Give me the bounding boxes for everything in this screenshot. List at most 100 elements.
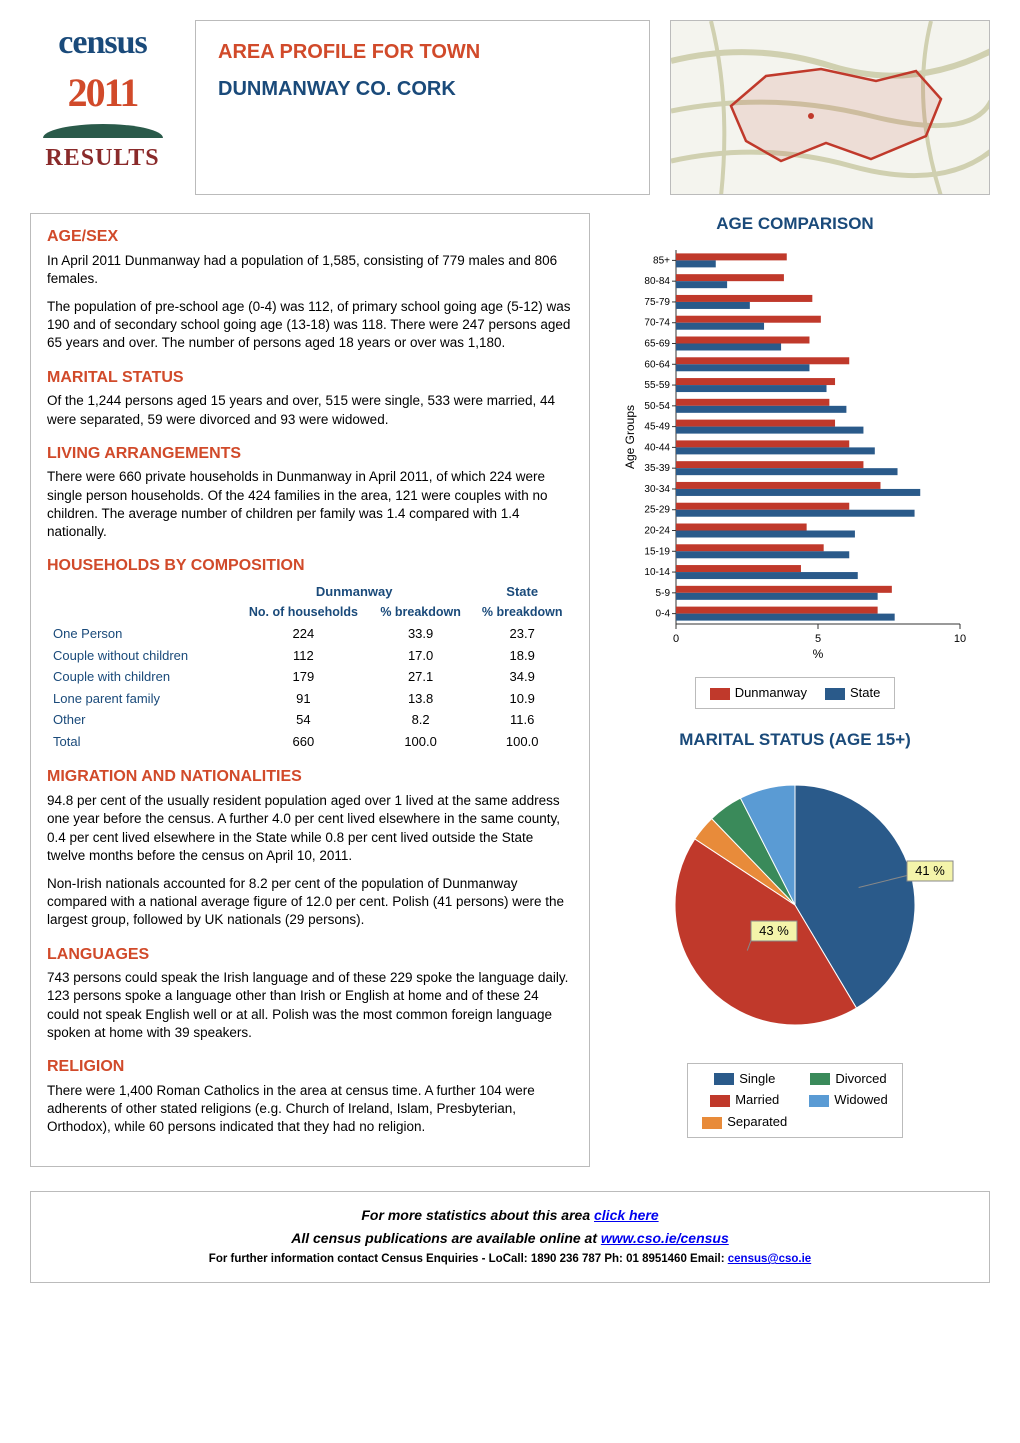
svg-text:85+: 85+ [653,255,670,266]
row-label: Lone parent family [47,688,237,710]
svg-text:0-4: 0-4 [656,609,671,620]
migration-p2: Non-Irish nationals accounted for 8.2 pe… [47,875,573,930]
marital-status-chart: MARITAL STATUS (AGE 15+) 41 % 43 % Single… [620,729,970,1138]
svg-text:20-24: 20-24 [644,525,670,536]
svg-text:65-69: 65-69 [644,338,670,349]
row-pb2: 100.0 [471,731,573,753]
svg-text:80-84: 80-84 [644,276,670,287]
section-heading-households: HOUSEHOLDS BY COMPOSITION [47,555,573,577]
svg-text:25-29: 25-29 [644,505,670,516]
table-row: Couple with children17927.134.9 [47,666,573,688]
section-heading-living: LIVING ARRANGEMENTS [47,443,573,465]
section-heading-languages: LANGUAGES [47,944,573,966]
page-title-line1: AREA PROFILE FOR TOWN [218,39,627,66]
row-pb: 13.8 [370,688,472,710]
svg-text:10: 10 [954,633,966,645]
marital-chart-title: MARITAL STATUS (AGE 15+) [620,729,970,752]
svg-text:45-49: 45-49 [644,422,670,433]
footer-line1: For more statistics about this area clic… [51,1206,969,1225]
row-pb: 33.9 [370,623,472,645]
row-label: Other [47,709,237,731]
legend-item: Single [702,1070,787,1088]
legend-label-area: Dunmanway [735,685,807,700]
row-label: One Person [47,623,237,645]
migration-p1: 94.8 per cent of the usually resident po… [47,792,573,865]
legend-item: Widowed [809,1091,887,1109]
row-n: 112 [237,645,370,667]
row-n: 224 [237,623,370,645]
languages-p: 743 persons could speak the Irish langua… [47,969,573,1042]
households-table: Dunmanway State No. of households % brea… [47,581,573,753]
religion-p: There were 1,400 Roman Catholics in the … [47,1082,573,1137]
row-pb2: 34.9 [471,666,573,688]
footer-text: All census publications are available on… [291,1230,601,1246]
age-chart-svg: 0510%Age Groups85+80-8475-7970-7465-6960… [620,244,970,664]
row-pb: 100.0 [370,731,472,753]
svg-text:30-34: 30-34 [644,484,670,495]
marital-chart-svg: 41 % 43 % [620,760,970,1050]
header: census 2011 RESULTS AREA PROFILE FOR TOW… [30,20,990,195]
table-subheader-pb: % breakdown [370,602,472,623]
section-heading-religion: RELIGION [47,1056,573,1078]
row-label: Total [47,731,237,753]
table-subheader-n: No. of households [237,602,370,623]
census-logo: census 2011 RESULTS [30,20,175,175]
table-row: Total660100.0100.0 [47,731,573,753]
footer-line3: For further information contact Census E… [51,1252,969,1268]
table-subheader-pb2: % breakdown [471,602,573,623]
svg-text:50-54: 50-54 [644,401,670,412]
row-label: Couple with children [47,666,237,688]
marital-p: Of the 1,244 persons aged 15 years and o… [47,392,573,428]
row-pb2: 23.7 [471,623,573,645]
logo-line2: 2011 [68,66,138,120]
age-sex-p2: The population of pre-school age (0-4) w… [47,298,573,353]
legend-label-state: State [850,685,880,700]
title-box: AREA PROFILE FOR TOWN DUNMANWAY CO. CORK [195,20,650,195]
row-pb2: 10.9 [471,688,573,710]
legend-item: Separated [702,1113,787,1131]
svg-text:70-74: 70-74 [644,318,670,329]
svg-text:5-9: 5-9 [656,588,671,599]
row-pb: 27.1 [370,666,472,688]
main-columns: AGE/SEX In April 2011 Dunmanway had a po… [30,213,990,1167]
section-heading-migration: MIGRATION AND NATIONALITIES [47,766,573,788]
svg-text:35-39: 35-39 [644,463,670,474]
svg-text:40-44: 40-44 [644,442,670,453]
row-n: 54 [237,709,370,731]
row-pb2: 18.9 [471,645,573,667]
row-pb2: 11.6 [471,709,573,731]
page-title-line2: DUNMANWAY CO. CORK [218,76,627,103]
svg-text:10-14: 10-14 [644,567,670,578]
table-row: Couple without children11217.018.9 [47,645,573,667]
section-heading-age-sex: AGE/SEX [47,226,573,248]
table-state-header: State [471,581,573,603]
footer-link-clickhere[interactable]: click here [594,1207,659,1223]
logo-line1: census [58,20,146,66]
svg-text:0: 0 [673,633,679,645]
age-sex-p1: In April 2011 Dunmanway had a population… [47,252,573,288]
row-pb: 8.2 [370,709,472,731]
living-p: There were 660 private households in Dun… [47,468,573,541]
left-column: AGE/SEX In April 2011 Dunmanway had a po… [30,213,590,1167]
logo-wave-icon [43,124,163,138]
svg-text:Age Groups: Age Groups [623,405,637,469]
age-chart-title: AGE COMPARISON [620,213,970,236]
age-chart-legend: Dunmanway State [695,677,896,709]
table-row: Other548.211.6 [47,709,573,731]
svg-text:15-19: 15-19 [644,546,670,557]
footer-link-email[interactable]: census@cso.ie [728,1253,811,1265]
svg-text:75-79: 75-79 [644,297,670,308]
age-comparison-chart: AGE COMPARISON 0510%Age Groups85+80-8475… [620,213,970,709]
svg-text:43 %: 43 % [759,923,789,938]
footer-link-cso[interactable]: www.cso.ie/census [601,1230,729,1246]
logo-line3: RESULTS [45,142,159,174]
row-n: 660 [237,731,370,753]
table-row: One Person22433.923.7 [47,623,573,645]
svg-text:41 %: 41 % [915,863,945,878]
right-column: AGE COMPARISON 0510%Age Groups85+80-8475… [620,213,970,1167]
footer-text: For further information contact Census E… [209,1253,728,1265]
footer: For more statistics about this area clic… [30,1191,990,1282]
table-area-header: Dunmanway [237,581,471,603]
section-heading-marital: MARITAL STATUS [47,367,573,389]
svg-text:%: % [813,647,824,661]
